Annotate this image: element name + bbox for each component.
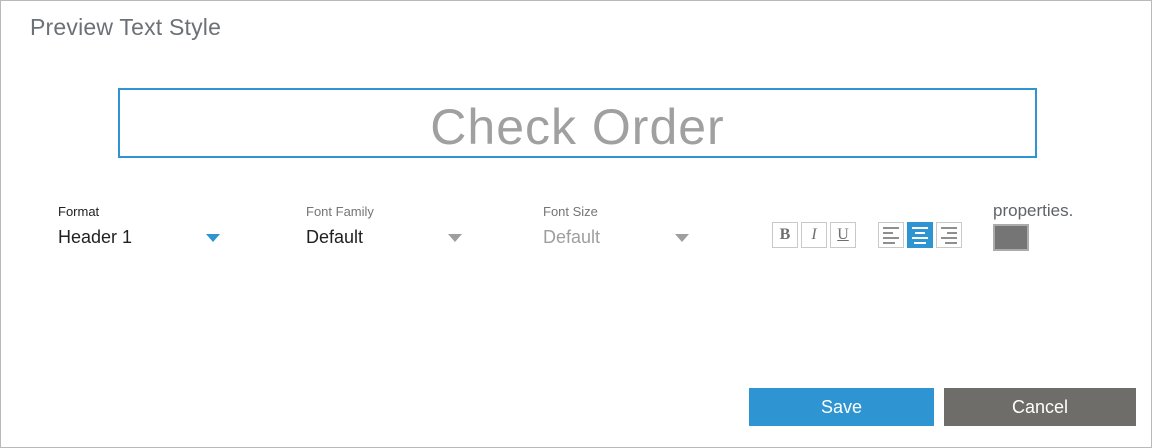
chevron-down-icon — [206, 234, 220, 242]
align-left-icon — [883, 226, 899, 244]
align-center-button[interactable] — [907, 222, 933, 248]
font-size-value: Default — [543, 227, 601, 247]
format-label: Format — [58, 204, 100, 219]
font-family-dropdown[interactable]: Default — [306, 222, 462, 252]
page-title: Preview Text Style — [30, 14, 222, 40]
underline-icon: U — [837, 226, 849, 243]
font-family-label: Font Family — [306, 204, 374, 219]
underline-button[interactable]: U — [830, 222, 856, 248]
italic-button[interactable]: I — [801, 222, 827, 248]
format-dropdown[interactable]: Header 1 — [58, 222, 220, 252]
color-swatch[interactable] — [993, 224, 1029, 251]
cancel-button[interactable]: Cancel — [944, 388, 1136, 426]
bold-icon: B — [779, 226, 791, 243]
chevron-down-icon — [448, 234, 462, 242]
font-family-value: Default — [306, 227, 364, 247]
text-style-preview-box: Check Order — [118, 88, 1037, 158]
font-size-label: Font Size — [543, 204, 598, 219]
align-right-icon — [941, 226, 957, 244]
chevron-down-icon — [675, 234, 689, 242]
bold-button[interactable]: B — [772, 222, 798, 248]
font-size-dropdown[interactable]: Default — [543, 222, 689, 252]
format-value: Header 1 — [58, 227, 133, 247]
align-right-button[interactable] — [936, 222, 962, 248]
properties-label: properties. — [993, 201, 1074, 220]
align-left-button[interactable] — [878, 222, 904, 248]
preview-sample-text: Check Order — [430, 99, 725, 155]
italic-icon: I — [811, 226, 817, 243]
align-center-icon — [912, 226, 928, 244]
save-button[interactable]: Save — [749, 388, 934, 426]
